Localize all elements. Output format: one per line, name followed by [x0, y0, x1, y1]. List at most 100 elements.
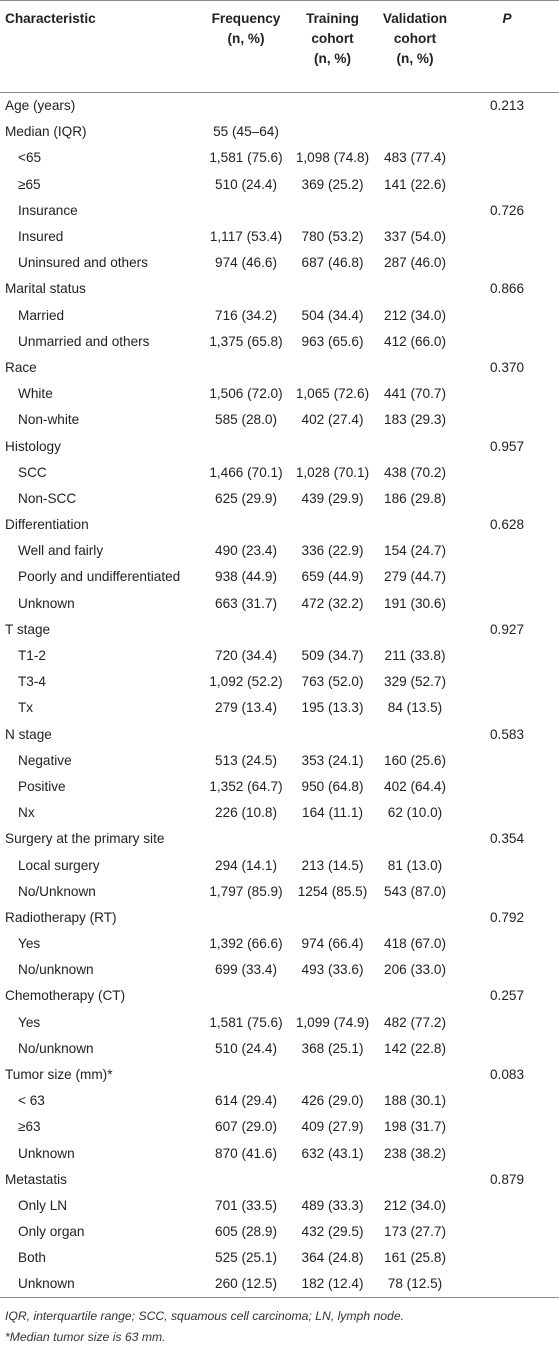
table-cell: 226 (10.8) — [215, 805, 277, 821]
header-line: cohort — [311, 31, 354, 46]
table-cell: 402 (27.4) — [301, 412, 364, 428]
table-cell: 663 (31.7) — [215, 595, 277, 611]
table-row: T1-2 720 (34.4) 509 (34.7) 211 (33.8) — [0, 642, 559, 668]
table-row: Race 0.370 — [0, 354, 559, 380]
table-cell: 1,466 (70.1) — [209, 464, 283, 480]
table-row: Unknown 663 (31.7) 472 (32.2) 191 (30.6) — [0, 590, 559, 616]
table-row: < 63 614 (29.4) 426 (29.0) 188 (30.1) — [0, 1088, 559, 1114]
table-cell — [375, 93, 455, 119]
row-label: Unmarried and others — [18, 333, 150, 349]
table-row: Unknown 260 (12.5) 182 (12.4) 78 (12.5) — [0, 1271, 559, 1298]
table-cell: 195 (13.3) — [301, 700, 364, 716]
table-cell — [202, 512, 290, 538]
row-label: Well and fairly — [18, 543, 104, 559]
row-label: T stage — [5, 621, 51, 637]
table-cell — [290, 354, 375, 380]
table-cell: 720 (34.4) — [215, 648, 277, 664]
table-cell: 0.726 — [489, 202, 525, 218]
table-cell — [455, 1088, 559, 1114]
table-row: Unmarried and others 1,375 (65.8) 963 (65.… — [0, 328, 559, 354]
row-label: Metastatis — [5, 1171, 67, 1187]
table-cell: 870 (41.6) — [215, 1145, 277, 1161]
table-row: Only organ 605 (28.9) 432 (29.5) 173 (27.7) — [0, 1219, 559, 1245]
table-cell — [455, 381, 559, 407]
table-row: Radiotherapy (RT) 0.792 — [0, 904, 559, 930]
table-cell: 543 (87.0) — [384, 883, 446, 899]
table-cell: 206 (33.0) — [384, 962, 446, 978]
table-cell — [375, 1061, 455, 1087]
table-cell — [455, 1035, 559, 1061]
table-row: Positive 1,352 (64.7) 950 (64.8) 402 (64.4) — [0, 773, 559, 799]
row-label: Local surgery — [18, 857, 100, 873]
table-cell — [202, 197, 290, 223]
table-cell: 409 (27.9) — [301, 1119, 364, 1135]
table-row: No/unknown 510 (24.4) 368 (25.1) 142 (22.8) — [0, 1035, 559, 1061]
table-cell — [455, 459, 559, 485]
table-cell: 432 (29.5) — [301, 1224, 364, 1240]
table-cell: 1,065 (72.6) — [295, 386, 370, 402]
table-cell — [375, 616, 455, 642]
table-row: Tx 279 (13.4) 195 (13.3) 84 (13.5) — [0, 695, 559, 721]
table-cell — [375, 354, 455, 380]
table-cell: 55 (45–64) — [213, 124, 279, 140]
header-line: Frequency — [211, 11, 281, 26]
table-cell — [202, 721, 290, 747]
table-cell — [455, 957, 559, 983]
table-cell — [202, 354, 290, 380]
table-cell — [375, 197, 455, 223]
row-label: Only organ — [18, 1224, 85, 1240]
table-cell: 441 (70.7) — [384, 386, 446, 402]
table-cell: 490 (23.4) — [215, 543, 277, 559]
table-cell — [202, 276, 290, 302]
table-row: Tumor size (mm)* 0.083 — [0, 1061, 559, 1087]
column-header: Frequency (n, %) — [202, 1, 290, 93]
table-cell: 141 (22.6) — [384, 176, 446, 192]
table-cell — [455, 1114, 559, 1140]
row-label: Positive — [18, 778, 66, 794]
table-cell: 0.213 — [489, 98, 525, 114]
table-cell: 1,092 (52.2) — [209, 674, 283, 690]
table-cell: 279 (44.7) — [384, 569, 446, 585]
row-label: Insurance — [18, 202, 78, 218]
table-cell — [455, 1192, 559, 1218]
row-label: Radiotherapy (RT) — [5, 909, 117, 925]
table-cell: 183 (29.3) — [384, 412, 446, 428]
table-cell: 238 (38.2) — [384, 1145, 446, 1161]
row-label: Marital status — [5, 281, 86, 297]
table-cell: 368 (25.1) — [301, 1040, 364, 1056]
table-cell: 337 (54.0) — [384, 229, 446, 245]
table-cell — [202, 1166, 290, 1192]
table-row: Age (years) 0.213 — [0, 93, 559, 119]
table-row: Poorly and undifferentiated 938 (44.9) 659… — [0, 564, 559, 590]
table-cell: 1,028 (70.1) — [295, 464, 370, 480]
row-label: < 63 — [18, 1093, 45, 1109]
table-cell: 260 (12.5) — [215, 1276, 277, 1292]
table-row: <65 1,581 (75.6) 1,098 (74.8) 483 (77.4) — [0, 145, 559, 171]
row-label: Yes — [18, 936, 41, 952]
table-cell: 0.879 — [489, 1171, 525, 1187]
header-row: Characteristic Frequency (n, %) Training coh… — [0, 0, 559, 93]
table-cell — [455, 302, 559, 328]
row-label: No/unknown — [18, 1040, 94, 1056]
row-label: Non-white — [18, 412, 80, 428]
table-cell: 472 (32.2) — [301, 595, 364, 611]
table-row: Unknown 870 (41.6) 632 (43.1) 238 (38.2) — [0, 1140, 559, 1166]
table-cell: 1,506 (72.0) — [209, 386, 283, 402]
footnotes: IQR, interquartile range; SCC, squamous … — [0, 1298, 559, 1348]
table-cell: 188 (30.1) — [384, 1093, 446, 1109]
table-cell — [290, 197, 375, 223]
row-label: White — [18, 386, 53, 402]
table-cell — [455, 773, 559, 799]
table-cell: 0.257 — [489, 988, 525, 1004]
table-cell: 0.628 — [489, 517, 525, 533]
table-row: Only LN 701 (33.5) 489 (33.3) 212 (34.0) — [0, 1192, 559, 1218]
table-row: Differentiation 0.628 — [0, 512, 559, 538]
row-label: Tumor size (mm)* — [5, 1067, 113, 1083]
header-line: Characteristic — [5, 11, 96, 26]
table-cell: 0.370 — [489, 359, 525, 375]
table-cell — [455, 1009, 559, 1035]
table-row: T3-4 1,092 (52.2) 763 (52.0) 329 (52.7) — [0, 669, 559, 695]
table-cell — [290, 93, 375, 119]
table-cell: 780 (53.2) — [301, 229, 364, 245]
table-row: Well and fairly 490 (23.4) 336 (22.9) 154 (… — [0, 538, 559, 564]
